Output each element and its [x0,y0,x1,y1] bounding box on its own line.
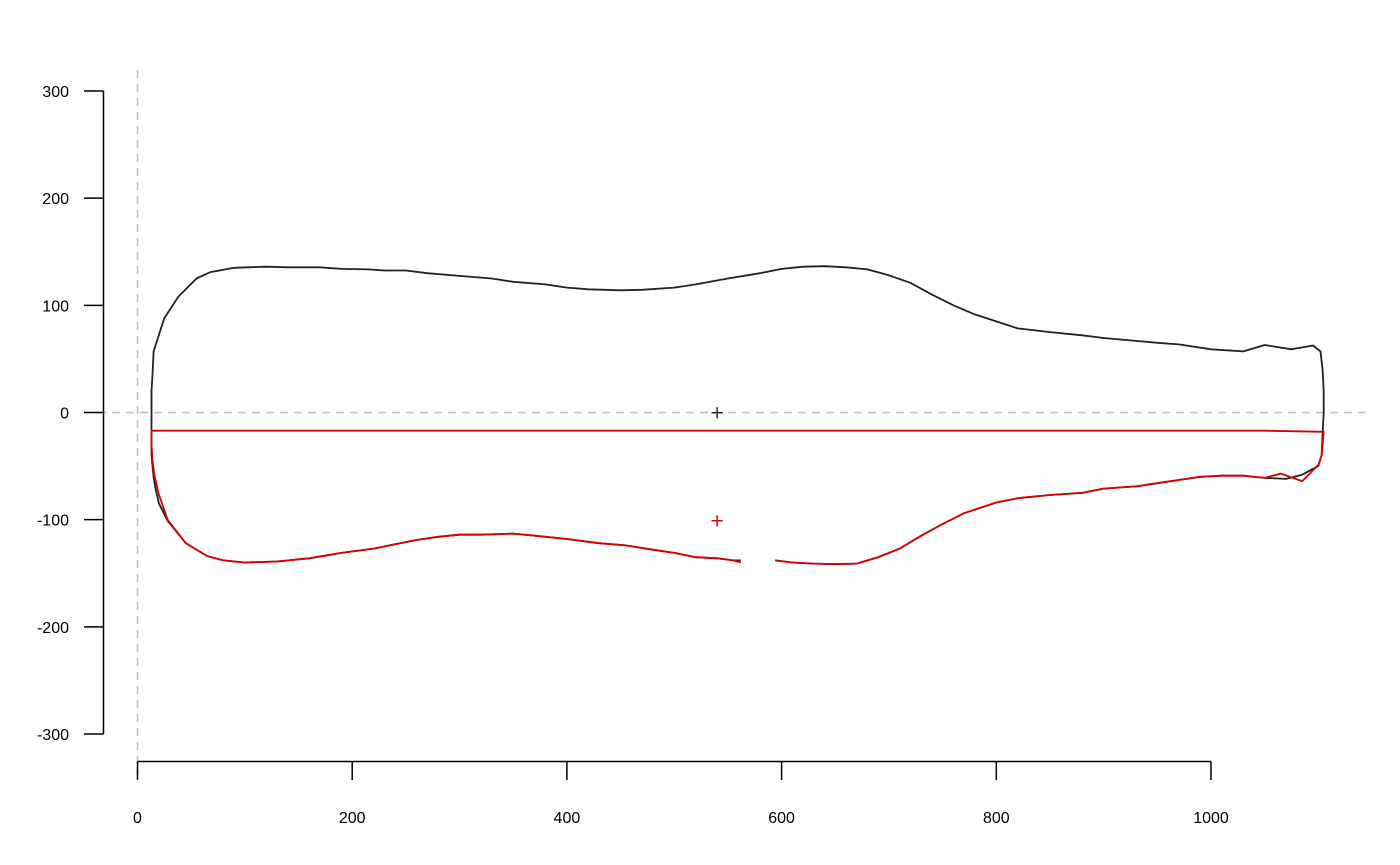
centroid-markers: ++ [710,403,725,532]
series-line-2 [150,429,1325,565]
series-group [150,265,1325,565]
x-tick-label-4: 800 [983,810,1010,827]
x-tick-label-5: 1000 [1193,810,1229,827]
x-tick-label-1: 200 [339,810,366,827]
y-axis: -300 -200 -100 0 100 200 300 [37,84,105,744]
y-tick-label-2: -100 [37,513,69,530]
x-axis: 0 200 400 600 800 1000 [133,760,1229,827]
centroid-marker-1: + [710,403,725,424]
reference-lines [84,70,1365,775]
y-tick-label-5: 200 [42,191,69,208]
series-line-1 [150,265,1325,565]
x-tick-label-3: 600 [768,810,795,827]
y-tick-label-6: 300 [42,84,69,101]
x-tick-label-0: 0 [133,810,142,827]
x-tick-label-2: 400 [554,810,581,827]
centroid-marker-2: + [710,511,725,532]
y-tick-label-3: 0 [60,406,69,423]
y-tick-label-4: 100 [42,298,69,315]
y-tick-label-1: -200 [37,620,69,637]
y-tick-label-0: -300 [37,727,69,744]
